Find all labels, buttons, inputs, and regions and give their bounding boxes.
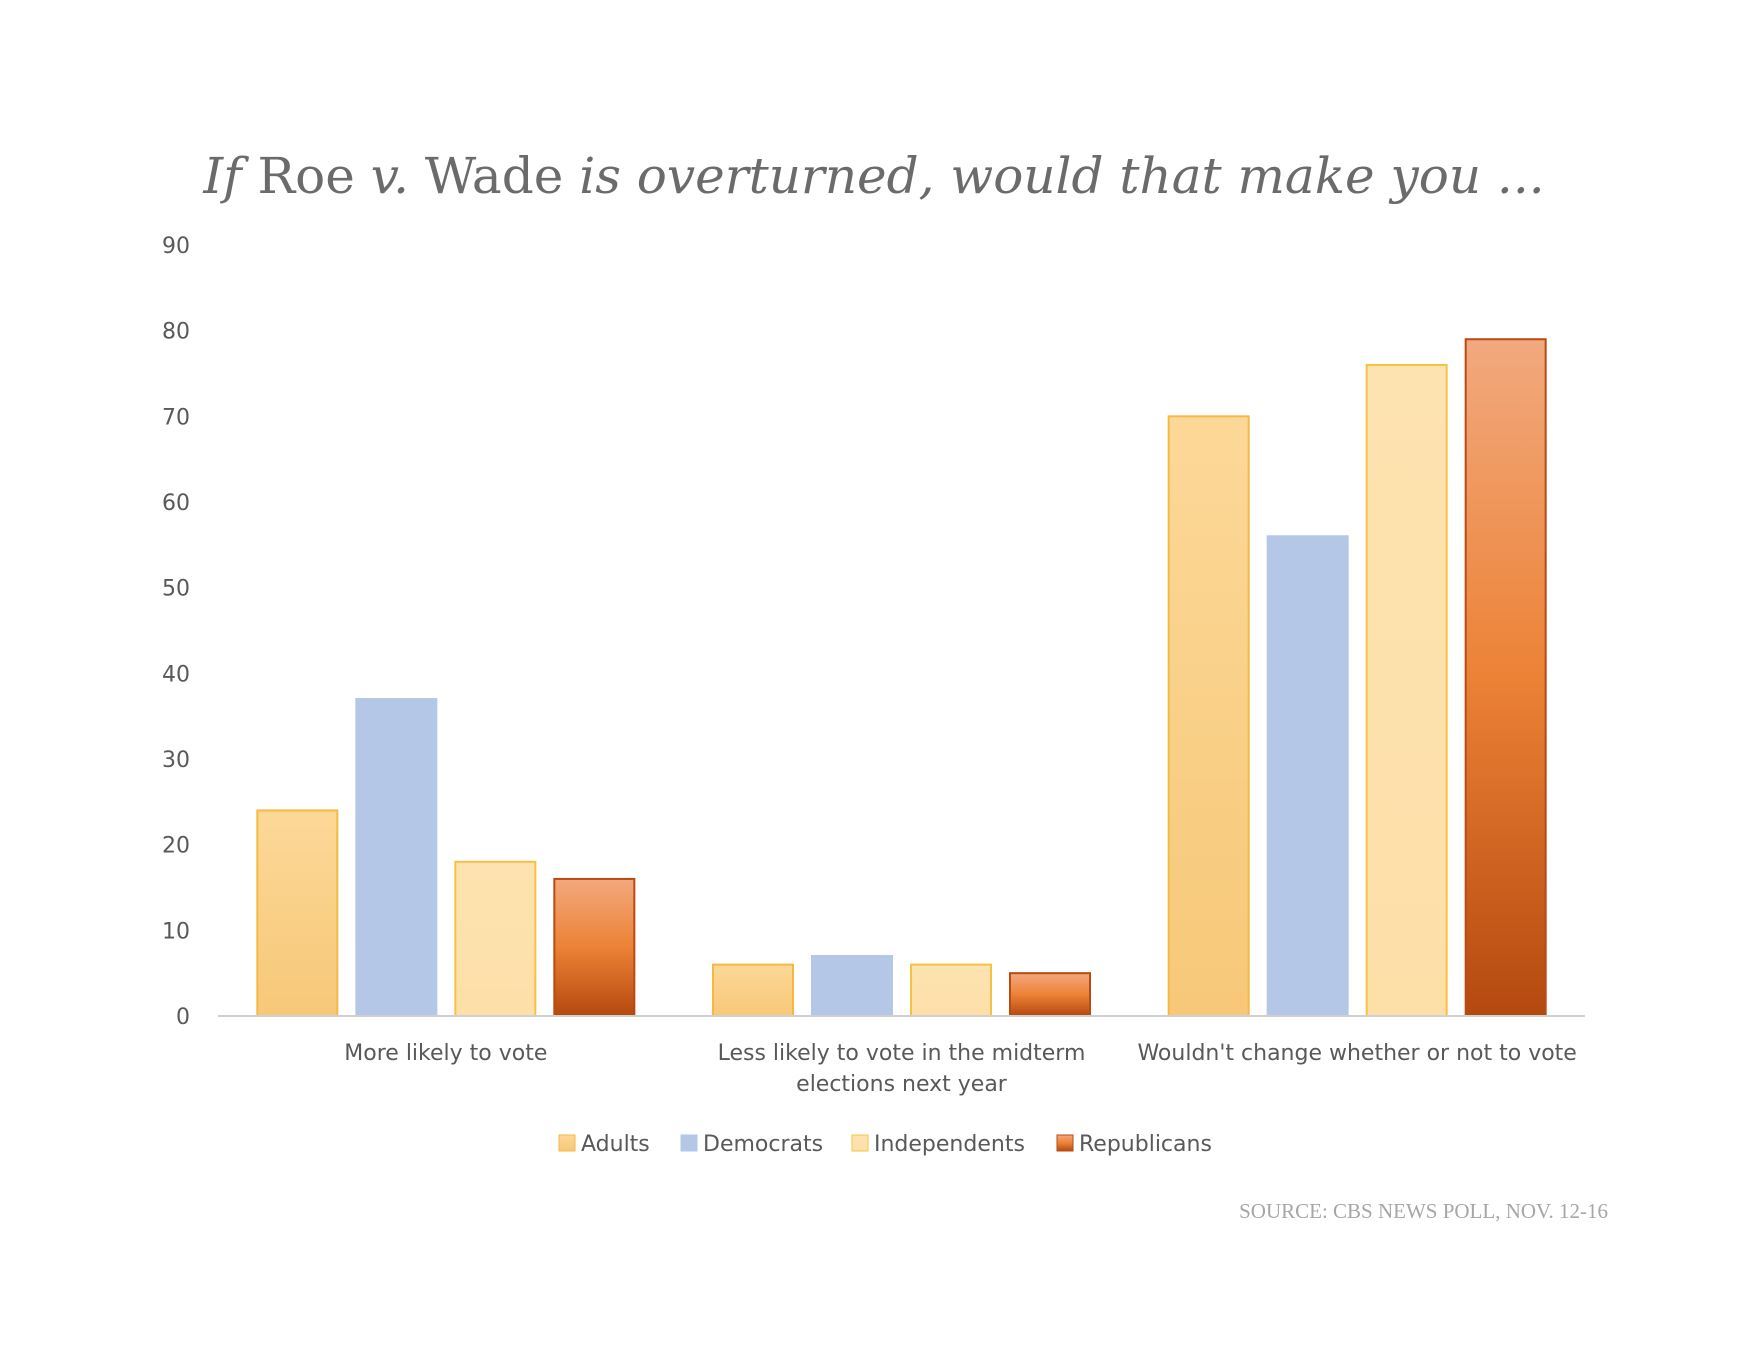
bars (256, 338, 1547, 1018)
y-tick-label: 80 (162, 320, 190, 345)
category-label-more-likely-to-vote: More likely to vote (344, 1041, 547, 1066)
source-note: SOURCE: CBS NEWS POLL, NOV. 12-16 (1239, 1199, 1608, 1223)
bar-adults-less-likely-to-vote-in-the-midterm (712, 963, 794, 1017)
y-tick-label: 30 (162, 748, 190, 773)
bar-independents-wouldn-t-change-whether-or-not-to-vote (1365, 363, 1448, 1017)
bar-democrats-more-likely-to-vote (355, 698, 438, 1017)
bar-republicans-more-likely-to-vote (553, 877, 636, 1018)
chart-title-if: If (202, 147, 257, 205)
legend-label-democrats: Democrats (703, 1132, 823, 1157)
category-label-line: Less likely to vote in the midterm (718, 1041, 1086, 1066)
y-tick-label: 50 (162, 577, 190, 602)
y-tick-label: 0 (176, 1005, 190, 1030)
legend-swatch-adults (558, 1134, 576, 1152)
legend-swatch-democrats (680, 1134, 698, 1152)
chart-title-wade: Wade (425, 147, 579, 205)
chart-title-v: v. (371, 147, 425, 205)
category-label-line: More likely to vote (344, 1041, 547, 1066)
legend-label-republicans: Republicans (1079, 1132, 1212, 1157)
legend-swatch-independents (851, 1134, 869, 1152)
y-tick-label: 40 (162, 662, 190, 687)
category-label-line: Wouldn't change whether or not to vote (1137, 1041, 1576, 1066)
category-label-wouldn-t-change-whether-or-not-to-vote: Wouldn't change whether or not to vote (1137, 1041, 1576, 1066)
legend-swatch-republicans (1056, 1134, 1074, 1152)
legend: Adults Democrats Independents Republicans (558, 1132, 1212, 1157)
legend-label-independents: Independents (874, 1132, 1025, 1157)
y-tick-label: 90 (162, 234, 190, 259)
category-label-line: elections next year (796, 1072, 1008, 1097)
bar-democrats-less-likely-to-vote-in-the-midterm (811, 955, 893, 1017)
y-tick-label: 20 (162, 834, 190, 859)
bar-democrats-wouldn-t-change-whether-or-not-to-vote (1266, 535, 1349, 1017)
bar-independents-more-likely-to-vote (454, 860, 537, 1017)
bar-republicans-wouldn-t-change-whether-or-not-to-vote (1464, 338, 1547, 1017)
y-tick-label: 60 (162, 491, 190, 516)
chart-title: If Roe v. Wade is overturned, would that… (202, 147, 1544, 205)
bar-independents-less-likely-to-vote-in-the-midterm (910, 963, 992, 1017)
bar-republicans-less-likely-to-vote-in-the-midterm (1009, 972, 1091, 1018)
y-axis-ticks: 0 10 20 30 40 50 60 70 80 90 (162, 234, 190, 1030)
category-label-less-likely-to-vote-in-the-midterm: Less likely to vote in the midterm electi… (718, 1041, 1086, 1097)
legend-label-adults: Adults (581, 1132, 650, 1157)
y-tick-label: 10 (162, 919, 190, 944)
y-tick-label: 70 (162, 405, 190, 430)
chart-title-question: is overturned, would that make you ... (579, 147, 1544, 205)
bar-adults-wouldn-t-change-whether-or-not-to-vote (1167, 415, 1250, 1018)
category-labels: More likely to vote Less likely to vote i… (344, 1041, 1577, 1097)
chart-title-roe: Roe (258, 147, 371, 205)
bar-adults-more-likely-to-vote (256, 809, 339, 1018)
